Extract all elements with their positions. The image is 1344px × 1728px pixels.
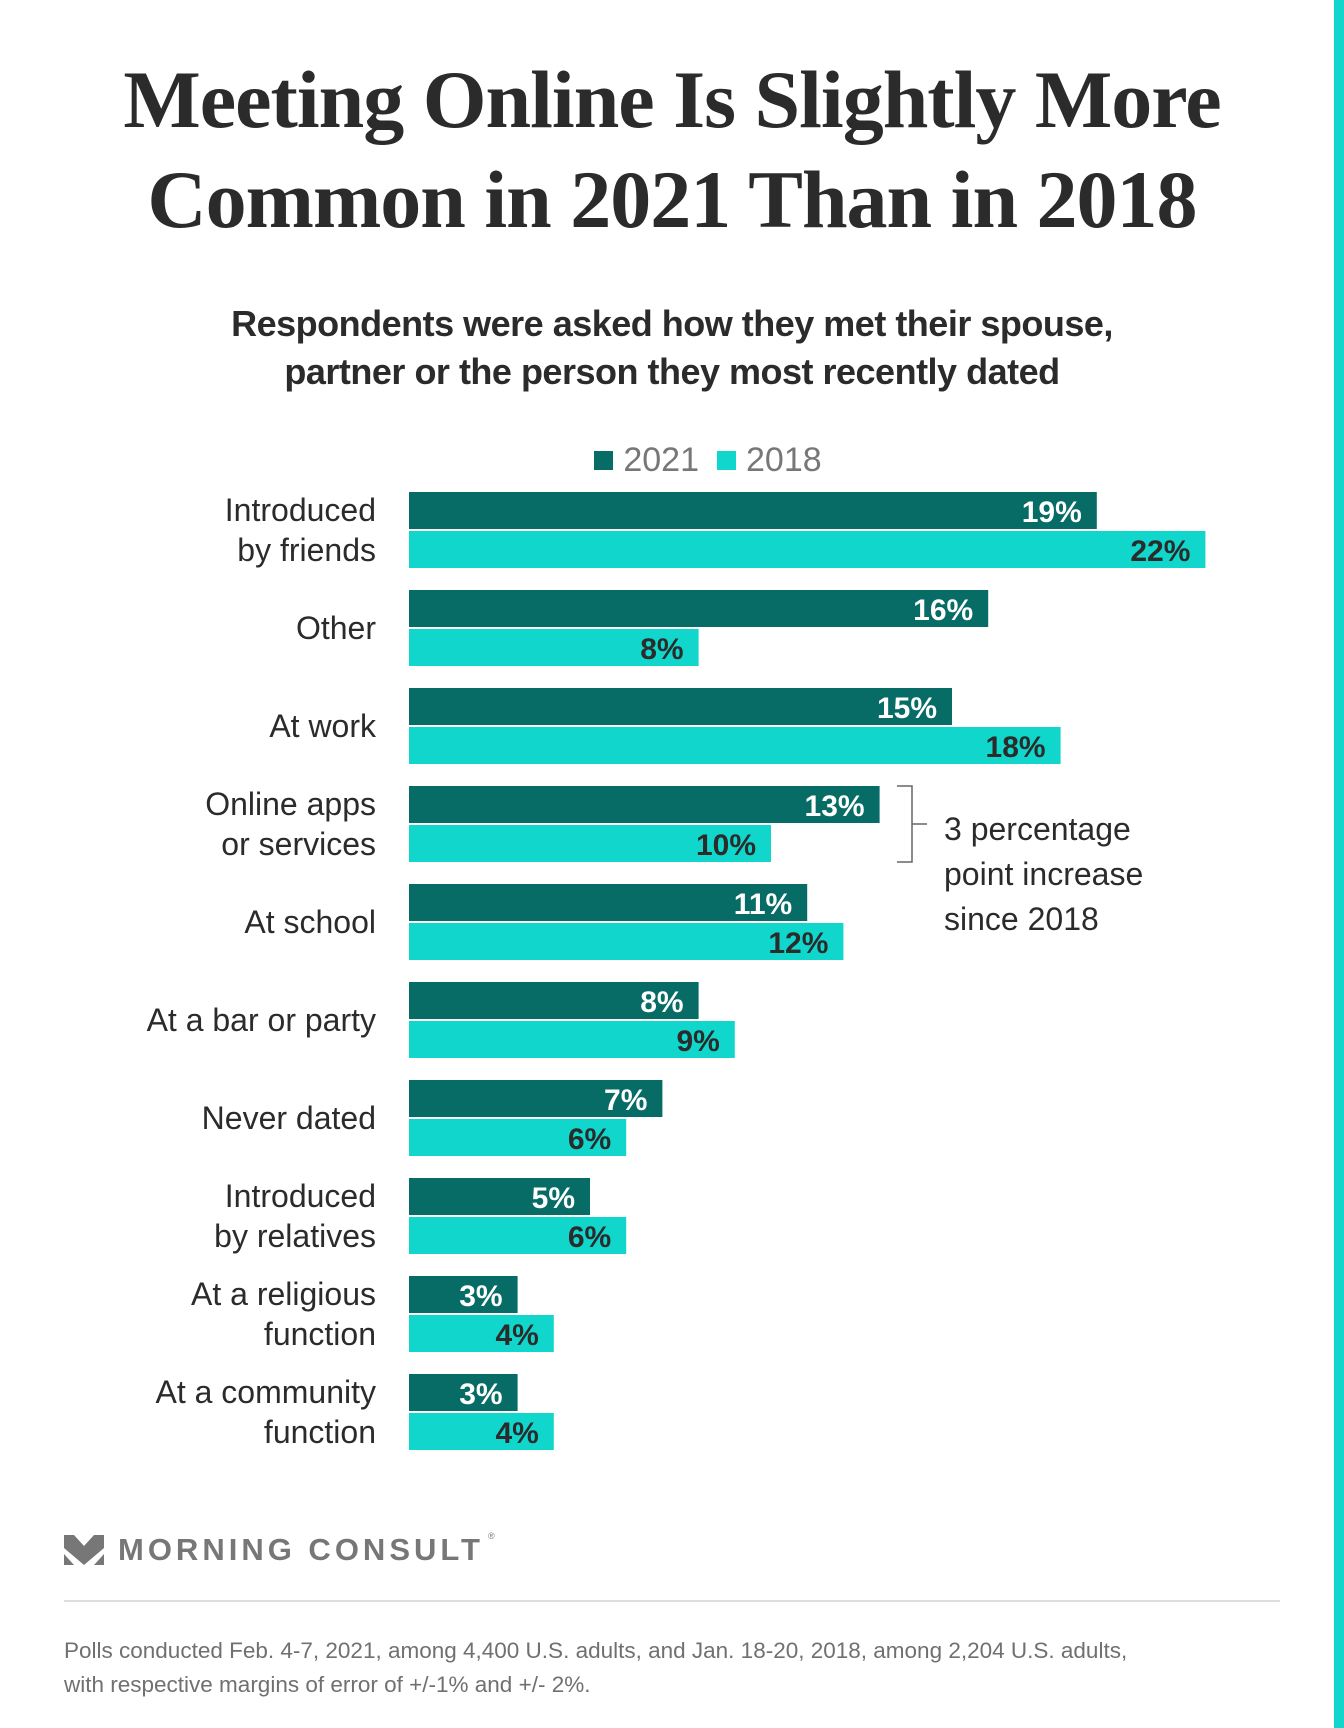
category-label: by relatives bbox=[214, 1218, 376, 1254]
bar-2018 bbox=[409, 923, 844, 960]
value-label-2018: 12% bbox=[768, 927, 828, 960]
bar-2018 bbox=[409, 1119, 627, 1156]
legend-label-2018: 2018 bbox=[746, 440, 822, 479]
legend-item-2021: 2021 bbox=[594, 441, 699, 480]
bar-2018 bbox=[409, 1021, 735, 1058]
bar-2018 bbox=[409, 531, 1206, 568]
registered-mark: ® bbox=[487, 1531, 495, 1541]
accent-edge-bar bbox=[1334, 0, 1344, 1728]
legend: 2021 2018 bbox=[0, 438, 1344, 482]
value-label-2018: 10% bbox=[696, 829, 756, 862]
annotation-text: 3 percentage bbox=[944, 811, 1131, 847]
methodology-note: Polls conducted Feb. 4-7, 2021, among 4,… bbox=[64, 1634, 1294, 1702]
bar-2018 bbox=[409, 1413, 554, 1450]
morning-consult-logo: MORNING CONSULT ® bbox=[64, 1531, 505, 1568]
legend-swatch-2021 bbox=[594, 450, 614, 470]
bar-2021 bbox=[409, 590, 989, 627]
bar-2021 bbox=[409, 1178, 590, 1215]
bar-2021 bbox=[409, 1374, 518, 1411]
bar-2018 bbox=[409, 1217, 627, 1254]
annotation-text: point increase bbox=[944, 856, 1143, 892]
chart-title-line-1: Meeting Online Is Slightly More bbox=[123, 54, 1221, 145]
category-label: or services bbox=[221, 826, 376, 862]
value-label-2018: 9% bbox=[676, 1025, 719, 1058]
category-label: by friends bbox=[237, 532, 376, 568]
value-label-2021: 13% bbox=[805, 790, 865, 823]
bar-2021 bbox=[409, 492, 1097, 529]
value-label-2018: 6% bbox=[568, 1123, 611, 1156]
chart-subtitle: Respondents were asked how they met thei… bbox=[0, 300, 1344, 396]
value-label-2018: 4% bbox=[495, 1417, 538, 1450]
category-label: Never dated bbox=[202, 1100, 376, 1136]
category-label: At school bbox=[244, 904, 376, 940]
bar-2021 bbox=[409, 982, 699, 1019]
category-label: function bbox=[264, 1414, 376, 1450]
legend-item-2018: 2018 bbox=[717, 441, 822, 480]
footer-divider bbox=[64, 1600, 1280, 1602]
category-label: function bbox=[264, 1316, 376, 1352]
category-label: Introduced bbox=[225, 492, 376, 528]
methodology-note-line-2: with respective margins of error of +/-1… bbox=[64, 1672, 591, 1697]
morning-consult-chevron-icon bbox=[64, 1535, 104, 1565]
value-label-2021: 16% bbox=[913, 594, 973, 627]
value-label-2021: 7% bbox=[604, 1084, 647, 1117]
value-label-2021: 11% bbox=[734, 888, 792, 921]
bar-2018 bbox=[409, 629, 699, 666]
category-label: At a community bbox=[155, 1374, 376, 1410]
chart-subtitle-line-2: partner or the person they most recently… bbox=[284, 351, 1060, 392]
logo-wordmark: MORNING CONSULT bbox=[118, 1532, 484, 1567]
bar-2018 bbox=[409, 727, 1061, 764]
value-label-2021: 3% bbox=[459, 1280, 502, 1313]
chart-title-line-2: Common in 2021 Than in 2018 bbox=[147, 154, 1197, 245]
bar-2021 bbox=[409, 786, 880, 823]
value-label-2021: 19% bbox=[1022, 496, 1082, 529]
value-label-2021: 8% bbox=[640, 986, 683, 1019]
bar-2021 bbox=[409, 1080, 663, 1117]
bar-2018 bbox=[409, 825, 771, 862]
annotation-bracket bbox=[897, 785, 927, 863]
value-label-2018: 6% bbox=[568, 1221, 611, 1254]
bar-2021 bbox=[409, 884, 808, 921]
value-label-2021: 15% bbox=[877, 692, 937, 725]
value-label-2018: 22% bbox=[1130, 535, 1190, 568]
category-label: Online apps bbox=[205, 786, 376, 822]
category-label: At work bbox=[269, 708, 377, 744]
bar-chart: Introduced by friends 19% 22% Other 16% 8% At w… bbox=[147, 492, 1206, 1450]
value-label-2018: 18% bbox=[986, 731, 1046, 764]
value-label-2021: 3% bbox=[459, 1378, 502, 1411]
chart-subtitle-line-1: Respondents were asked how they met thei… bbox=[231, 303, 1113, 344]
bar-2021 bbox=[409, 688, 952, 725]
methodology-note-line-1: Polls conducted Feb. 4-7, 2021, among 4,… bbox=[64, 1638, 1128, 1663]
category-label: At a religious bbox=[191, 1276, 376, 1312]
value-label-2021: 5% bbox=[532, 1182, 575, 1215]
bar-2021 bbox=[409, 1276, 518, 1313]
legend-swatch-2018 bbox=[717, 450, 736, 470]
bar-2018 bbox=[409, 1315, 554, 1352]
value-label-2018: 8% bbox=[640, 633, 683, 666]
category-label: Other bbox=[296, 610, 376, 646]
legend-label-2021: 2021 bbox=[623, 440, 699, 479]
chart-title: Meeting Online Is Slightly More Common i… bbox=[0, 50, 1344, 250]
category-label: Introduced bbox=[225, 1178, 376, 1214]
annotation-text: since 2018 bbox=[944, 901, 1099, 937]
category-label: At a bar or party bbox=[147, 1002, 376, 1038]
value-label-2018: 4% bbox=[495, 1319, 538, 1352]
